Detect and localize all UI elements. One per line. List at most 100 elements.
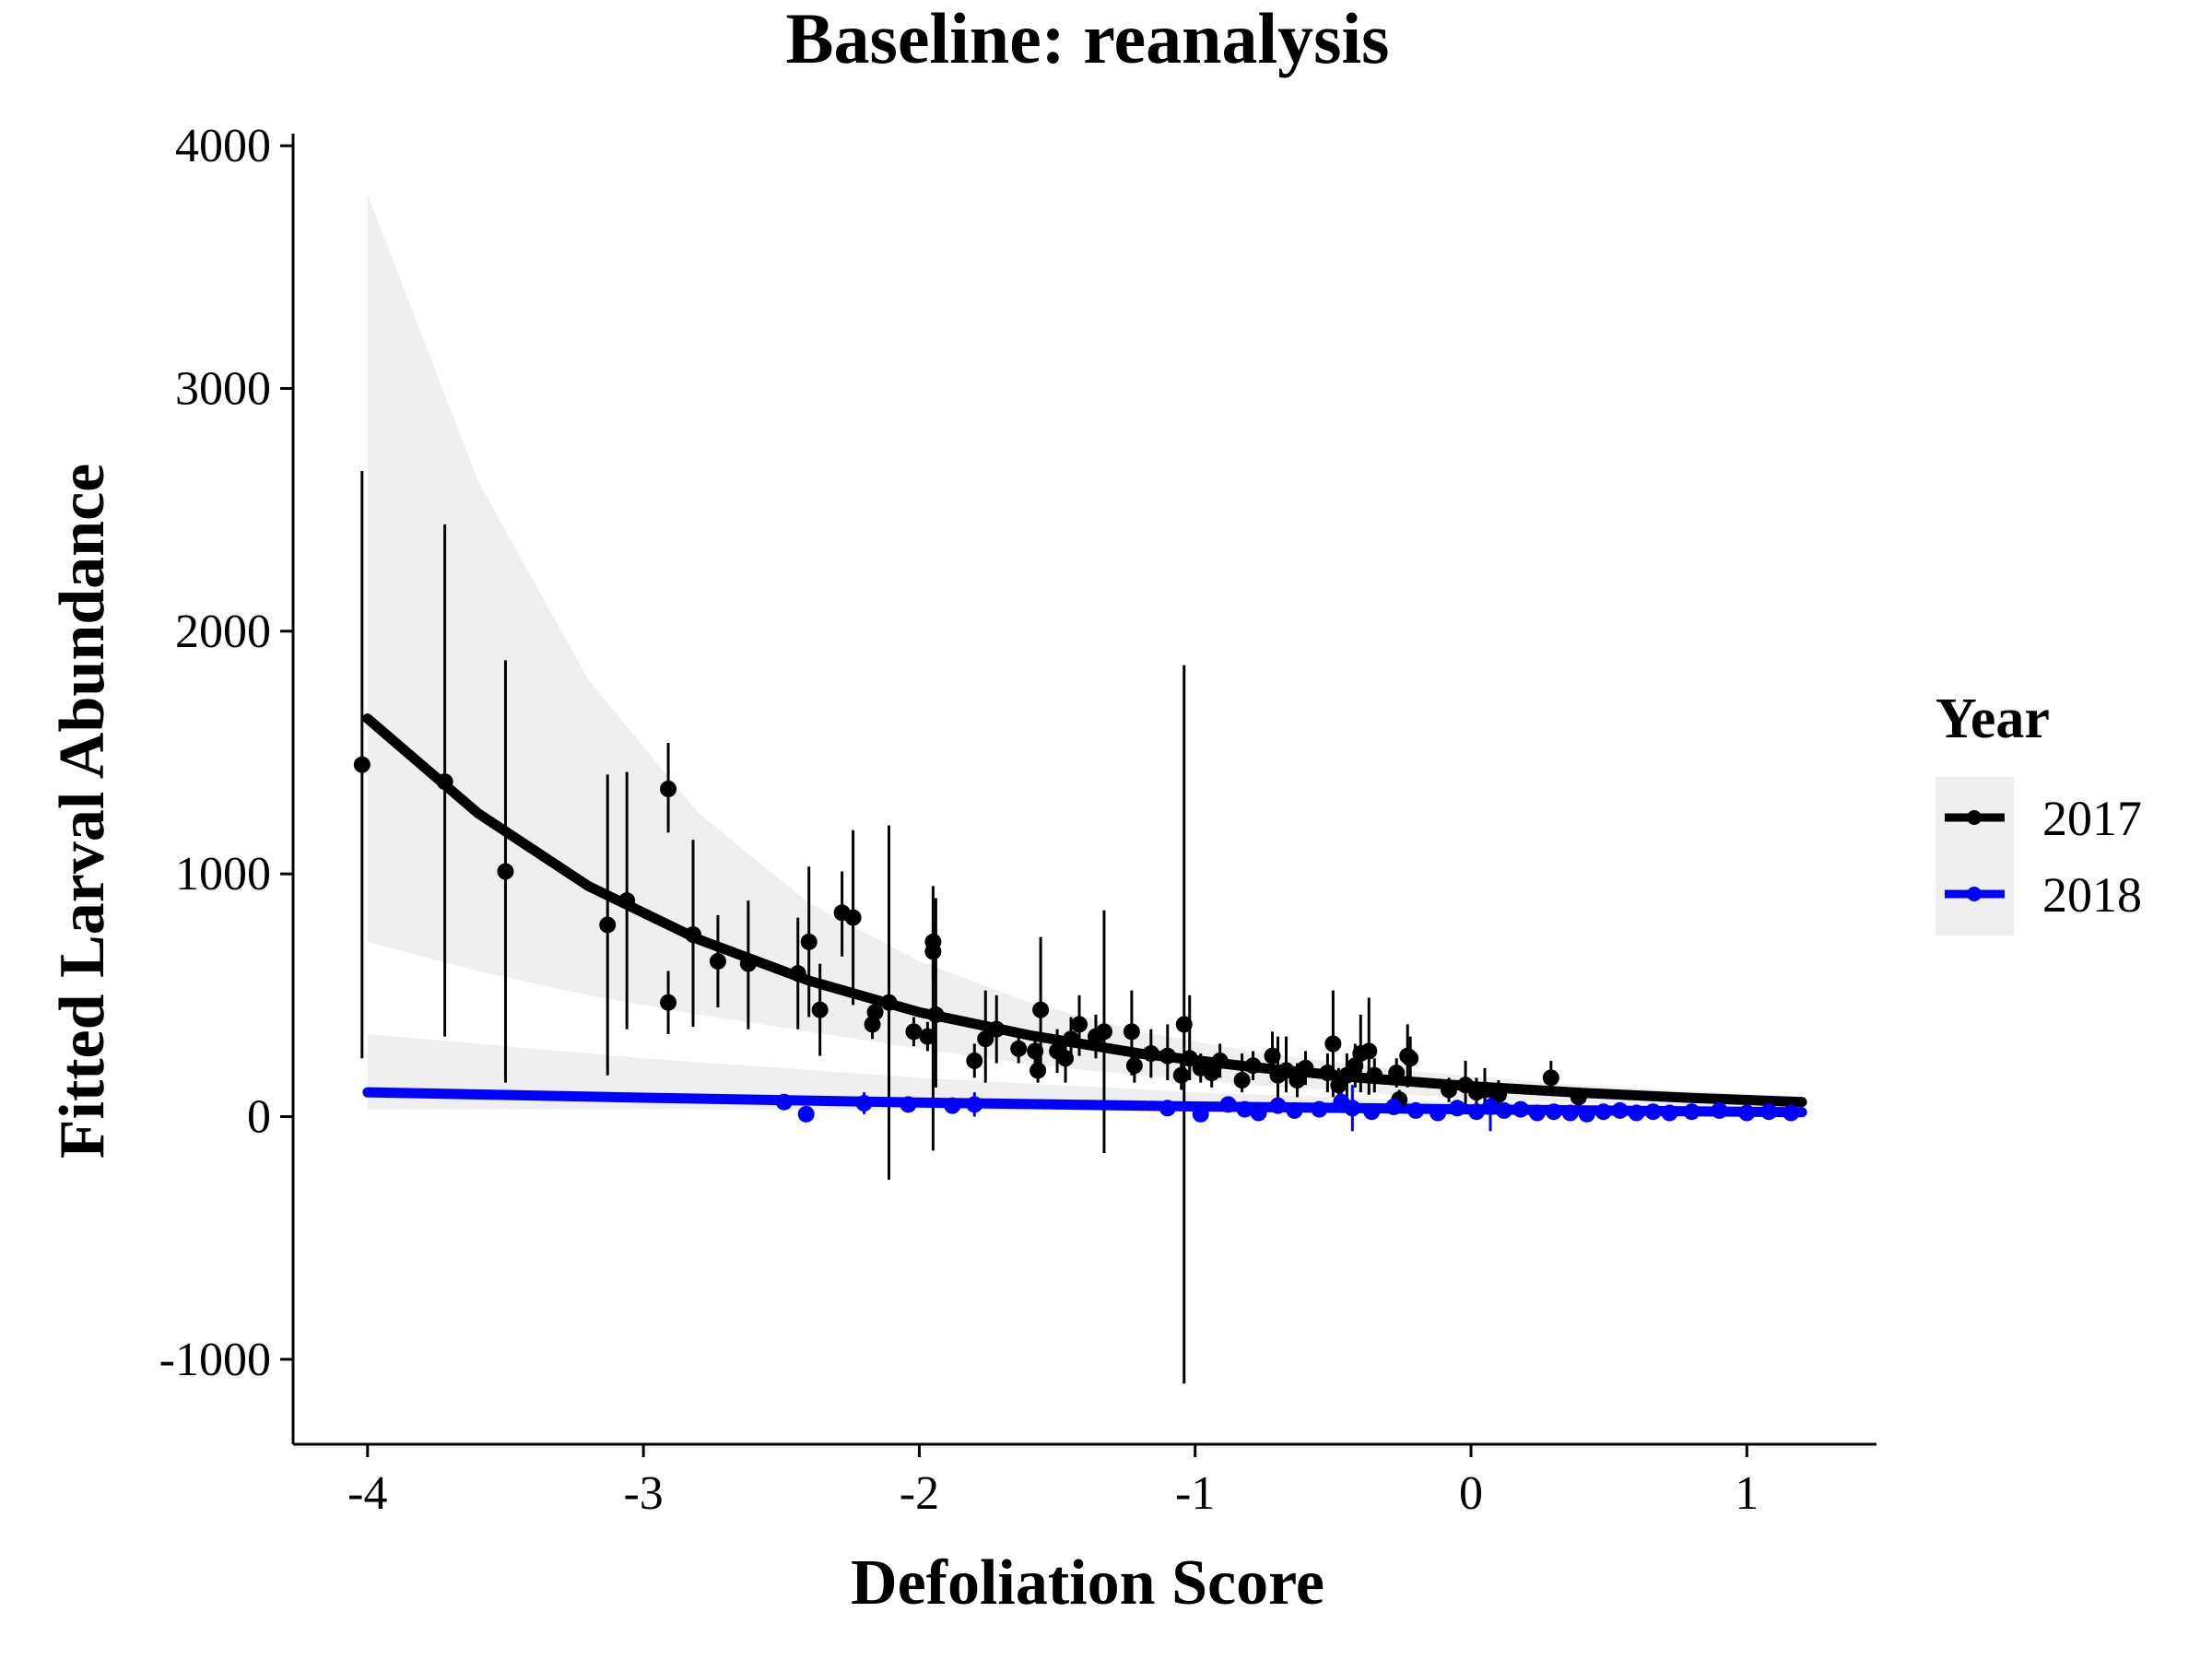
data-point [660, 994, 677, 1011]
data-point [1319, 1065, 1336, 1082]
data-point [1360, 1042, 1378, 1060]
data-point [684, 926, 701, 943]
confidence-band-2017 [367, 194, 1803, 1110]
data-point [1683, 1103, 1700, 1121]
y-tick-label: 0 [247, 1091, 271, 1144]
y-axis-ticks: -1000 0 1000 2000 3000 4000 [159, 120, 293, 1386]
data-point [977, 1030, 994, 1048]
data-point [1545, 1103, 1562, 1121]
data-point [1286, 1101, 1303, 1119]
data-point [1172, 1066, 1190, 1084]
data-point [1738, 1104, 1756, 1122]
data-point [844, 909, 862, 926]
data-point [1159, 1047, 1176, 1065]
data-point [1175, 1016, 1193, 1033]
data-point [927, 1006, 945, 1023]
data-point [1495, 1101, 1512, 1119]
data-point [1611, 1101, 1629, 1119]
x-tick-label: -2 [900, 1467, 939, 1520]
data-point [739, 955, 757, 972]
data-point [1388, 1065, 1406, 1082]
data-point [1311, 1100, 1328, 1118]
y-tick-label: 3000 [175, 363, 271, 416]
data-point [1528, 1104, 1546, 1122]
confidence-bands [367, 194, 1803, 1114]
data-point [1010, 1040, 1028, 1057]
data-point [880, 994, 898, 1011]
data-point [436, 773, 453, 791]
data-point [966, 1096, 983, 1113]
data-point [797, 1105, 815, 1123]
data-point [1123, 1023, 1140, 1041]
data-point [1561, 1104, 1579, 1122]
data-point [1366, 1066, 1383, 1084]
data-point [1711, 1101, 1728, 1119]
data-point [855, 1095, 873, 1112]
x-tick-label: -3 [623, 1467, 663, 1520]
x-tick-label: -1 [1175, 1467, 1215, 1520]
y-tick-label: 2000 [175, 606, 271, 658]
data-point [1277, 1062, 1295, 1079]
chart-title: Baseline: reanalysis [785, 0, 1389, 78]
data-point [775, 1093, 793, 1111]
data-point [919, 1028, 936, 1045]
data-point [1402, 1050, 1419, 1067]
data-point [1142, 1045, 1159, 1063]
legend-key-background [1936, 777, 2014, 935]
data-point [988, 1020, 1006, 1038]
data-point [709, 952, 726, 970]
data-point [1481, 1098, 1499, 1115]
data-point [1095, 1023, 1112, 1041]
data-point [866, 1004, 884, 1021]
data-point [660, 781, 677, 797]
data-point [618, 892, 636, 910]
y-tick-label: 4000 [175, 120, 271, 172]
data-point [1385, 1098, 1403, 1115]
x-tick-label: 1 [1735, 1467, 1759, 1520]
data-point [1489, 1086, 1507, 1103]
data-point [1192, 1105, 1209, 1123]
data-point [1233, 1072, 1251, 1088]
data-point [1063, 1030, 1080, 1048]
data-point [944, 1097, 961, 1114]
data-point [1578, 1105, 1595, 1123]
data-point [1264, 1047, 1281, 1065]
legend-label: 2018 [2042, 867, 2142, 923]
data-point [1159, 1100, 1176, 1117]
data-point [1407, 1101, 1425, 1119]
y-tick-label: -1000 [159, 1334, 271, 1386]
data-point [905, 1023, 923, 1041]
data-point [599, 916, 617, 934]
legend-key-point [1967, 887, 1982, 901]
data-point [1181, 1050, 1198, 1067]
data-point [1512, 1100, 1529, 1118]
data-point [497, 863, 514, 880]
y-tick-label: 1000 [175, 848, 271, 900]
data-point [1324, 1035, 1342, 1053]
data-point [1760, 1103, 1778, 1121]
data-point [1057, 1050, 1075, 1067]
data-point [1297, 1059, 1314, 1077]
data-point [1628, 1104, 1645, 1122]
data-point [1269, 1097, 1287, 1114]
data-point [1219, 1096, 1237, 1113]
fit-line-2017 [362, 713, 1807, 1108]
data-point [900, 1096, 917, 1113]
data-point [1783, 1104, 1800, 1122]
x-tick-label: -4 [347, 1467, 387, 1520]
data-point [1030, 1062, 1047, 1079]
legend-label: 2017 [2042, 791, 2142, 846]
data-point [1542, 1069, 1559, 1087]
legend-items: 2017 2018 [1945, 791, 2142, 923]
data-point [1203, 1065, 1220, 1082]
data-point [1661, 1104, 1678, 1122]
data-point [1236, 1100, 1253, 1118]
x-tick-label: 0 [1459, 1467, 1483, 1520]
data-point [1476, 1081, 1493, 1099]
data-point [1244, 1057, 1262, 1075]
legend-key-point [1967, 810, 1982, 825]
legend-title: Year [1936, 688, 2050, 750]
data-point [1344, 1100, 1361, 1117]
data-point [1430, 1104, 1447, 1122]
x-axis-title: Defoliation Score [851, 1547, 1324, 1618]
